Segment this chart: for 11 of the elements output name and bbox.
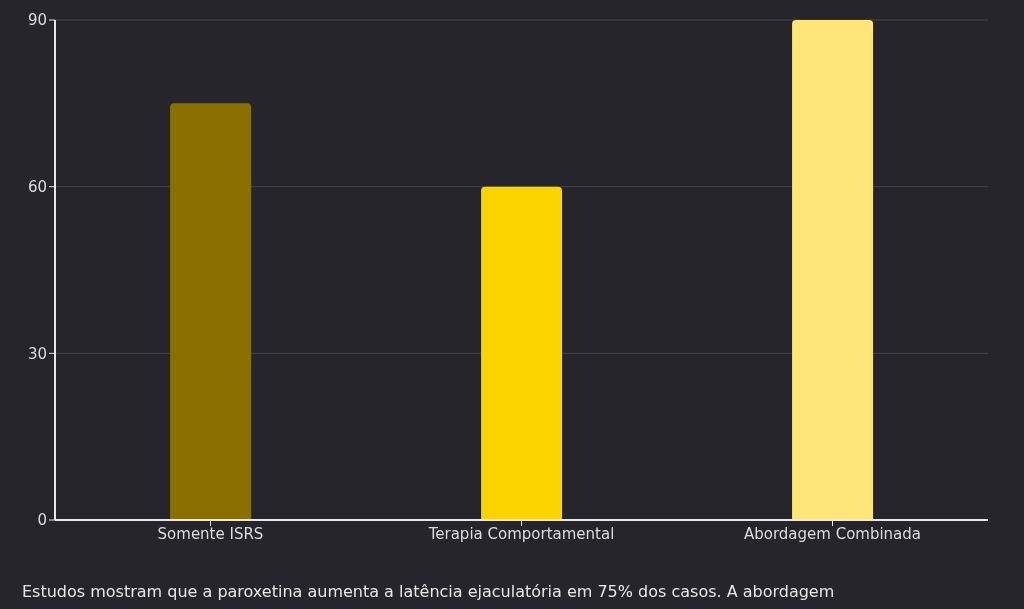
- y-tick-label: 90: [27, 11, 47, 30]
- bar: [170, 103, 252, 520]
- x-tick-label: Somente ISRS: [157, 524, 264, 543]
- x-tick-label: Abordagem Combinada: [743, 524, 922, 543]
- bar: [481, 186, 563, 520]
- bar: [792, 20, 874, 520]
- y-tick-label: 60: [27, 177, 47, 196]
- y-tick-label: 30: [27, 344, 47, 363]
- text: Estudos mostram que a paroxetina aumenta a latência ejaculatória em 75% dos casos. A abordagem: [22, 582, 835, 601]
- x-tick-label: Terapia Comportamental: [427, 524, 615, 543]
- y-tick-label: 0: [37, 511, 47, 530]
